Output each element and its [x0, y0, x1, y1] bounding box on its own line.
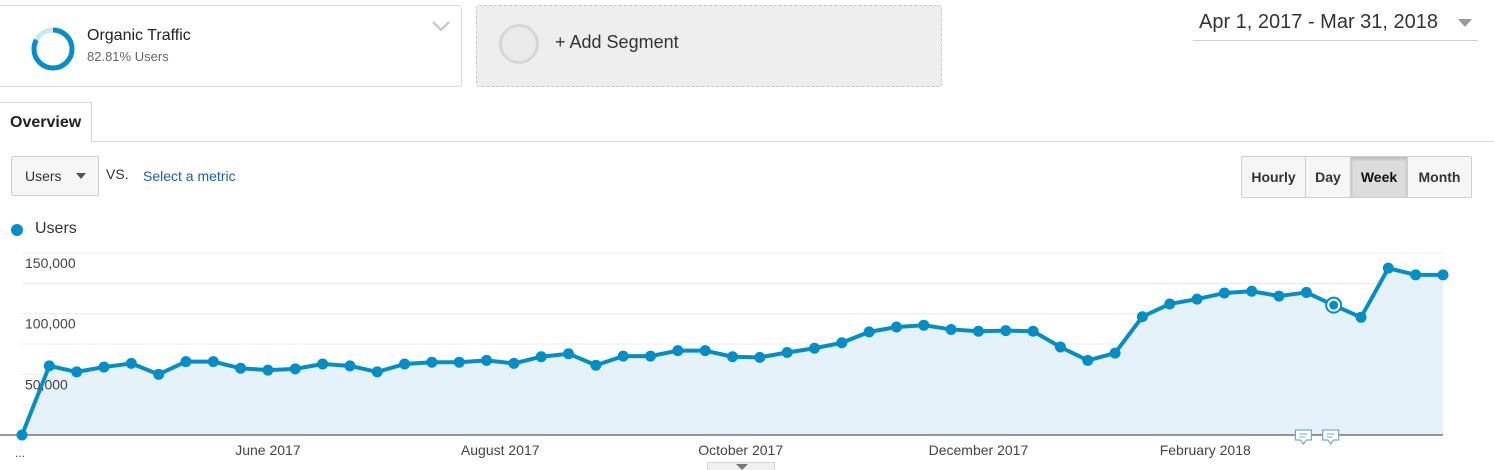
data-point	[1300, 286, 1312, 298]
date-range-picker[interactable]: Apr 1, 2017 - Mar 31, 2018	[1193, 10, 1478, 41]
data-point	[1054, 341, 1066, 353]
data-point	[317, 358, 329, 370]
select-metric-link[interactable]: Select a metric	[143, 168, 236, 184]
data-point	[754, 351, 766, 363]
data-point	[1109, 347, 1121, 359]
dropdown-arrow-icon	[76, 173, 86, 179]
tab-overview-label: Overview	[10, 114, 82, 131]
data-point	[1437, 269, 1449, 281]
x-tick-label: August 2017	[461, 442, 540, 458]
data-point-highlighted-core	[1329, 300, 1339, 310]
data-point	[1164, 298, 1176, 310]
y-tick-label: 150,000	[25, 255, 76, 271]
x-tick-label: December 2017	[929, 442, 1029, 458]
segment-donut-icon	[31, 27, 75, 71]
vs-label: VS.	[106, 166, 129, 182]
caret-down-icon	[1458, 19, 1472, 27]
data-point	[863, 326, 875, 338]
week-button[interactable]: Week	[1351, 157, 1408, 197]
chart-resize-handle[interactable]	[707, 462, 775, 470]
data-point	[1000, 325, 1012, 337]
data-point	[836, 337, 848, 349]
data-point	[180, 356, 192, 368]
tab-divider	[92, 141, 1494, 142]
data-point	[43, 360, 55, 372]
data-point	[1082, 354, 1094, 366]
legend-label: Users	[35, 220, 77, 237]
data-point	[563, 348, 575, 360]
add-segment-button[interactable]: + Add Segment	[476, 5, 942, 87]
data-point	[727, 351, 738, 363]
data-point	[1355, 311, 1367, 323]
add-segment-label: + Add Segment	[555, 32, 679, 52]
data-point	[399, 358, 411, 370]
data-point	[945, 323, 957, 335]
chevron-down-icon[interactable]	[430, 18, 452, 34]
segment-percentage: 82.81% Users	[87, 49, 169, 64]
data-point	[481, 354, 493, 366]
data-point	[699, 345, 711, 357]
data-point	[344, 360, 356, 372]
legend-marker	[11, 224, 23, 236]
data-point	[371, 366, 383, 378]
caret-down-icon	[736, 464, 748, 470]
data-point	[1191, 293, 1203, 305]
hourly-button[interactable]: Hourly	[1242, 157, 1306, 197]
metric-dropdown-label: Users	[25, 168, 62, 184]
data-point	[972, 325, 984, 337]
annotation-icon[interactable]	[1294, 429, 1312, 445]
granularity-toggle: Hourly Day Week Month	[1241, 156, 1472, 198]
segment-name: Organic Traffic	[87, 27, 191, 44]
tab-overview[interactable]: Overview	[0, 102, 92, 142]
data-point	[672, 345, 684, 357]
data-point	[1410, 269, 1422, 281]
x-tick-label: February 2018	[1160, 442, 1251, 458]
x-tick-label: October 2017	[698, 442, 783, 458]
data-point	[890, 321, 902, 333]
date-range-label: Apr 1, 2017 - Mar 31, 2018	[1199, 11, 1439, 33]
data-point	[426, 356, 438, 368]
data-point	[98, 361, 110, 373]
data-point	[645, 350, 657, 362]
data-point	[207, 356, 219, 368]
data-point	[1027, 325, 1039, 337]
data-point	[153, 368, 165, 380]
data-point	[1273, 290, 1285, 302]
data-point	[453, 356, 465, 368]
data-point	[535, 351, 547, 363]
data-point	[1382, 262, 1394, 274]
day-button[interactable]: Day	[1306, 157, 1351, 197]
data-point	[262, 364, 274, 376]
data-point	[71, 366, 83, 378]
segment-card[interactable]: Organic Traffic 82.81% Users	[0, 5, 462, 87]
data-point	[16, 429, 28, 441]
segment-placeholder-icon	[499, 24, 539, 64]
series-area	[22, 268, 1443, 435]
data-point	[289, 363, 301, 375]
data-point	[808, 342, 820, 354]
x-tick-label: June 2017	[235, 442, 301, 458]
annotation-icon[interactable]	[1322, 429, 1340, 445]
data-point	[125, 357, 137, 369]
data-point	[1246, 285, 1258, 297]
x-start-label: ...	[15, 446, 25, 460]
data-point	[508, 357, 520, 369]
data-point	[1136, 311, 1148, 323]
data-point	[1218, 287, 1230, 299]
data-point	[617, 350, 629, 362]
y-tick-label: 50,000	[25, 376, 68, 392]
month-button[interactable]: Month	[1408, 157, 1471, 197]
metric-dropdown[interactable]: Users	[11, 156, 99, 196]
y-tick-label: 100,000	[25, 316, 76, 332]
data-point	[918, 319, 930, 331]
users-area-chart[interactable]: 50,000 100,000 150,000 June 2017 August 2017…	[0, 245, 1494, 470]
data-point	[235, 362, 247, 374]
data-point	[590, 359, 602, 371]
data-point	[781, 346, 793, 358]
